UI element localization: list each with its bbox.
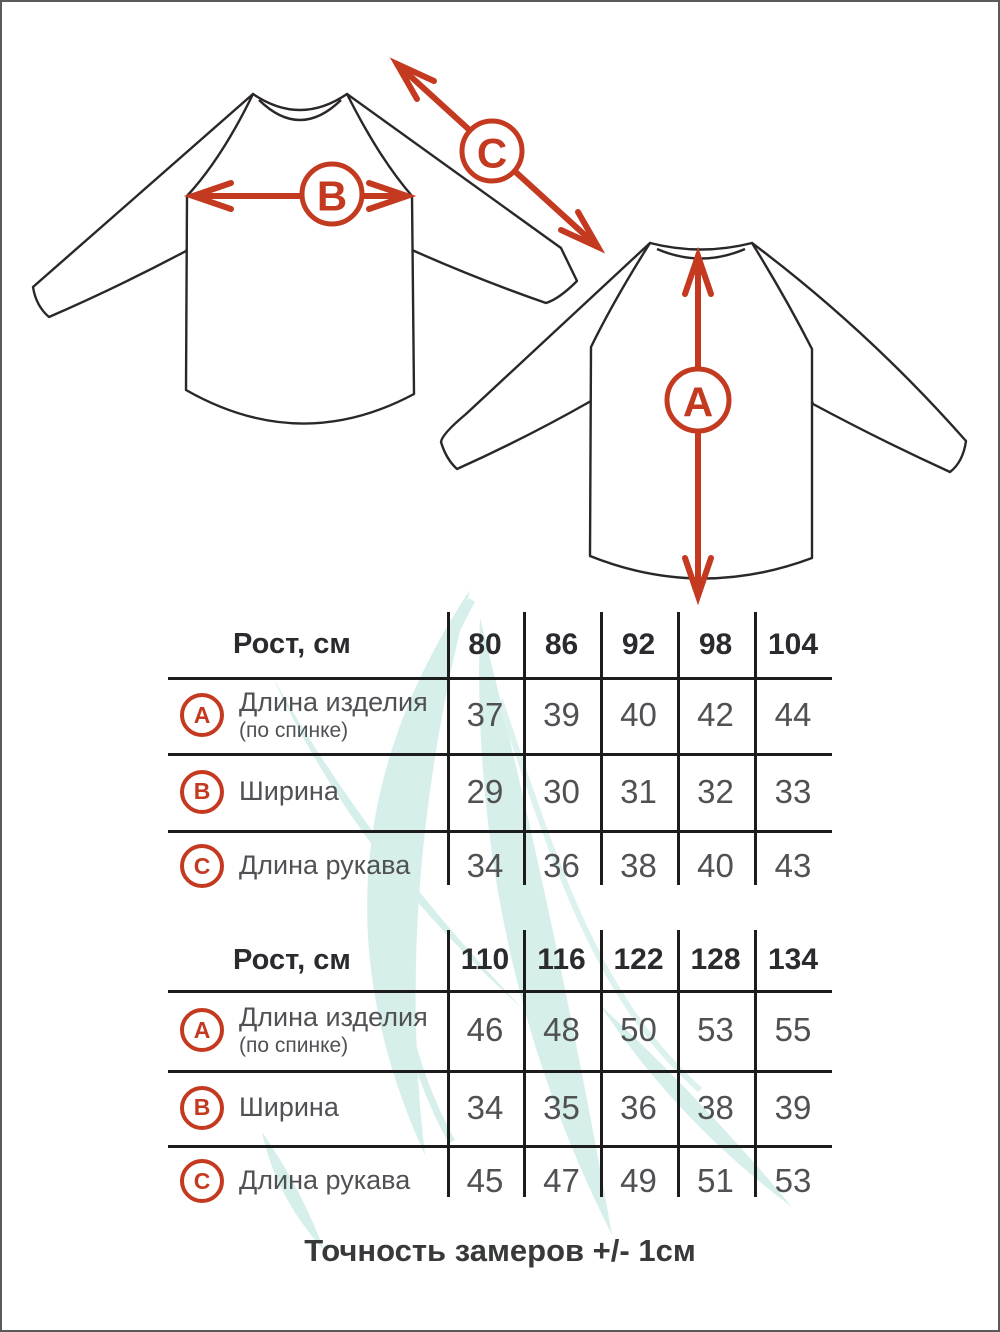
table-value: 31 — [620, 772, 657, 810]
row-label-text: Ширина — [239, 1091, 339, 1122]
table-value: 34 — [466, 1088, 504, 1126]
marker-circle-c: C — [180, 844, 224, 888]
table-value: 51 — [697, 1162, 734, 1199]
row-label-width: B Ширина — [168, 1070, 447, 1145]
table-header-label: Рост, см — [233, 628, 351, 660]
table-grid-line — [447, 612, 450, 885]
marker-circle-b — [299, 161, 365, 227]
table-grid-line — [523, 930, 526, 1197]
size-table-80-104: Рост, см 80 86 92 98 104 A Длина изделия… — [168, 612, 832, 905]
table-value: 37 — [466, 696, 504, 733]
table-value: 29 — [466, 772, 504, 810]
table-value: 30 — [543, 772, 580, 810]
table-value: 38 — [620, 847, 657, 884]
row-sublabel-text: (по спинке) — [239, 718, 349, 742]
size-header: 134 — [767, 943, 819, 976]
table-value: 33 — [774, 772, 812, 810]
size-table-110-134: Рост, см 110 116 122 128 134 A Длина изд… — [168, 930, 832, 1220]
table-grid-line — [754, 930, 757, 1197]
table-value: 48 — [543, 1011, 580, 1048]
table-value: 45 — [466, 1162, 504, 1199]
marker-circle-a: A — [180, 693, 224, 737]
row-label-length: A Длина изделия (по спинке) — [168, 990, 447, 1070]
table-value: 50 — [620, 1011, 657, 1048]
size-header: 92 — [621, 627, 656, 661]
table-grid-line — [168, 990, 832, 993]
marker-circle-b: B — [180, 1085, 224, 1130]
back-right-sleeve — [750, 241, 968, 474]
marker-circle-a: A — [180, 1008, 224, 1052]
table-grid-line — [600, 612, 603, 885]
table-value: 34 — [466, 847, 504, 884]
table-value: 40 — [620, 696, 657, 733]
marker-circle-a — [664, 366, 732, 434]
table-grid-line — [168, 677, 832, 680]
table-grid-line — [523, 612, 526, 885]
row-label-sleeve: C Длина рукава — [168, 830, 447, 902]
table-value: 32 — [697, 772, 734, 810]
table-value: 44 — [774, 696, 812, 733]
marker-letter-b: B — [317, 173, 347, 220]
marker-circle-c — [459, 118, 525, 184]
row-label-text: Длина изделия — [239, 1002, 428, 1033]
table-value: 53 — [697, 1011, 734, 1048]
table-value: 39 — [774, 1088, 812, 1126]
table-grid-line — [677, 612, 680, 885]
table-value: 43 — [774, 847, 812, 884]
table-grid-line — [447, 930, 450, 1197]
table-value: 55 — [774, 1011, 812, 1048]
accuracy-note: Точность замеров +/- 1см — [304, 1233, 696, 1268]
table-grid-line — [168, 1145, 832, 1148]
table-value: 35 — [543, 1088, 580, 1126]
front-left-sleeve — [31, 92, 255, 319]
marker-circle-b: B — [180, 769, 224, 814]
table-value: 36 — [620, 1088, 657, 1126]
marker-letter-c: C — [477, 130, 507, 177]
table-value: 40 — [697, 847, 734, 884]
row-label-text: Длина изделия — [239, 687, 428, 718]
row-label-text: Ширина — [239, 775, 339, 806]
size-header: 98 — [698, 627, 733, 661]
size-header: 104 — [767, 627, 819, 661]
table-grid-line — [754, 612, 757, 885]
marker-letter-a: A — [683, 379, 713, 426]
size-header: 110 — [460, 943, 510, 976]
table-value: 39 — [543, 696, 580, 733]
table-value: 47 — [543, 1162, 580, 1199]
size-header: 122 — [613, 943, 664, 976]
table-grid-line — [168, 753, 832, 756]
table-value: 36 — [543, 847, 580, 884]
back-left-sleeve — [439, 241, 652, 471]
size-header: 86 — [544, 627, 579, 661]
garment-diagram: B C A — [31, 57, 968, 606]
row-label-text: Длина рукава — [239, 850, 411, 881]
table-grid-line — [600, 930, 603, 1197]
row-sublabel-text: (по спинке) — [239, 1033, 349, 1057]
row-label-width: B Ширина — [168, 753, 447, 830]
row-label-sleeve: C Длина рукава — [168, 1145, 447, 1217]
table-value: 46 — [466, 1011, 504, 1048]
table-value: 38 — [697, 1088, 734, 1126]
table-header-label: Рост, см — [233, 943, 351, 976]
front-right-sleeve — [345, 92, 579, 305]
marker-circle-c: C — [180, 1159, 224, 1203]
size-header: 80 — [468, 627, 502, 661]
table-grid-line — [168, 830, 832, 833]
row-label-length: A Длина изделия (по спинке) — [168, 677, 447, 753]
table-value: 53 — [774, 1162, 812, 1199]
table-grid-line — [168, 1070, 832, 1073]
table-grid-line — [677, 930, 680, 1197]
row-label-text: Длина рукава — [239, 1165, 411, 1196]
table-value: 42 — [697, 696, 734, 733]
marker-badges: B C A — [299, 118, 732, 434]
front-collar-line — [258, 99, 342, 122]
size-header: 128 — [690, 943, 741, 976]
size-header: 116 — [537, 943, 586, 976]
table-value: 49 — [620, 1162, 657, 1199]
